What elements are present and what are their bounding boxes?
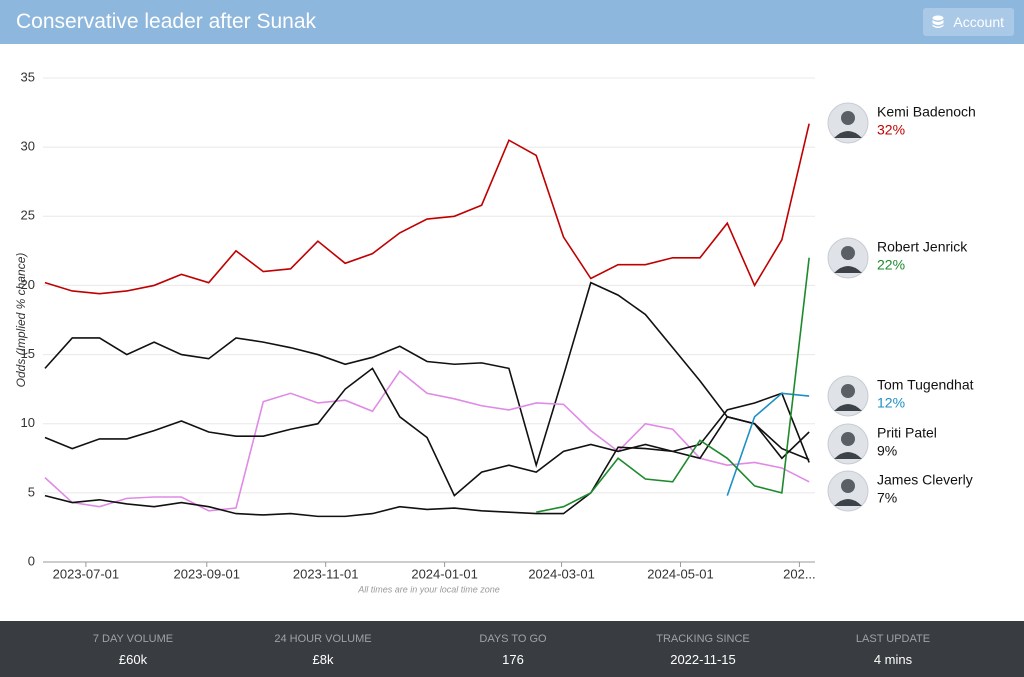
avatar-body [834,266,862,273]
stat-value: 176 [502,652,524,667]
y-axis-label: Odds (Implied % chance) [14,253,28,388]
series-line [44,369,810,512]
stat: TRACKING SINCE 2022-11-15 [603,633,803,667]
legend-name: Tom Tugendhat [877,377,974,393]
y-tick-label: 20 [21,277,35,292]
legend-value: 12% [877,395,905,411]
stat-label: LAST UPDATE [855,633,931,645]
stat-value: £8k [312,652,334,667]
legend-value: 22% [877,257,905,273]
stat-label: TRACKING SINCE [656,633,750,645]
x-tick-label: 2024-01-01 [411,566,478,581]
x-tick-label: 2023-11-01 [293,566,359,581]
y-tick-label: 5 [28,484,35,499]
avatar-body [834,404,862,411]
stat-label: 24 HOUR VOLUME [274,633,372,645]
y-tick-label: 25 [21,208,35,223]
avatar-body [834,131,862,138]
y-tick-label: 30 [21,139,35,154]
note: All times are in your local time zone [357,584,500,594]
x-tick-label: 2023-07-01 [53,566,120,581]
stat-value: 4 mins [873,652,913,667]
legend-name: Robert Jenrick [877,239,968,255]
legend-item: Priti Patel 9% [827,423,937,465]
stat-value: 2022-11-15 [670,652,736,667]
series-line [44,281,810,469]
avatar-head [841,479,855,493]
legend-name: James Cleverly [877,472,973,488]
stat: 7 DAY VOLUME £60k [33,633,233,667]
stat: DAYS TO GO 176 [413,633,613,667]
legend-item: James Cleverly 7% [827,470,973,512]
header: Conservative leader after Sunak Account [0,0,1024,44]
footer-stats: 7 DAY VOLUME £60k 24 HOUR VOLUME £8k DAYS TO… [0,621,1024,677]
legend-value: 7% [877,490,897,506]
chart: 0 5 10 15 20 25 30 35 2023-07-01 2023-09-01 2023-1… [14,69,976,594]
stat-label: DAYS TO GO [479,633,547,645]
stat: LAST UPDATE 4 mins [793,633,993,667]
legend-item: Tom Tugendhat 12% [827,375,974,417]
x-tick-label: 2023-09-01 [174,566,241,581]
stat: 24 HOUR VOLUME £8k [223,633,423,667]
x-tick-label: 202... [783,566,816,581]
x-tick-label: 2024-03-01 [528,566,595,581]
stat-value: £60k [118,652,148,667]
series-line [44,392,810,518]
db-icon [932,15,944,28]
series-line [44,123,810,295]
y-tick-label: 35 [21,69,35,84]
avatar-body [834,452,862,459]
legend-value: 9% [877,443,897,459]
y-tick-label: 0 [28,553,35,568]
legend-item: Kemi Badenoch 32% [827,102,976,144]
legend-item: Robert Jenrick 22% [827,237,968,279]
avatar-body [834,499,862,506]
page-title: Conservative leader after Sunak [16,10,316,33]
account-label: Account [953,14,1004,30]
series-line [44,367,810,497]
y-tick-label: 15 [21,346,35,361]
x-tick-label: 2024-05-01 [647,566,714,581]
avatar-head [841,246,855,260]
avatar-head [841,384,855,398]
legend-name: Kemi Badenoch [877,104,976,120]
legend-value: 32% [877,122,905,138]
series-line [536,257,810,514]
legend-name: Priti Patel [877,425,937,441]
y-tick-label: 10 [21,415,35,430]
avatar-head [841,432,855,446]
avatar-head [841,111,855,125]
series-line [726,392,810,496]
account-button[interactable]: Account [923,8,1014,36]
stat-label: 7 DAY VOLUME [92,633,174,645]
